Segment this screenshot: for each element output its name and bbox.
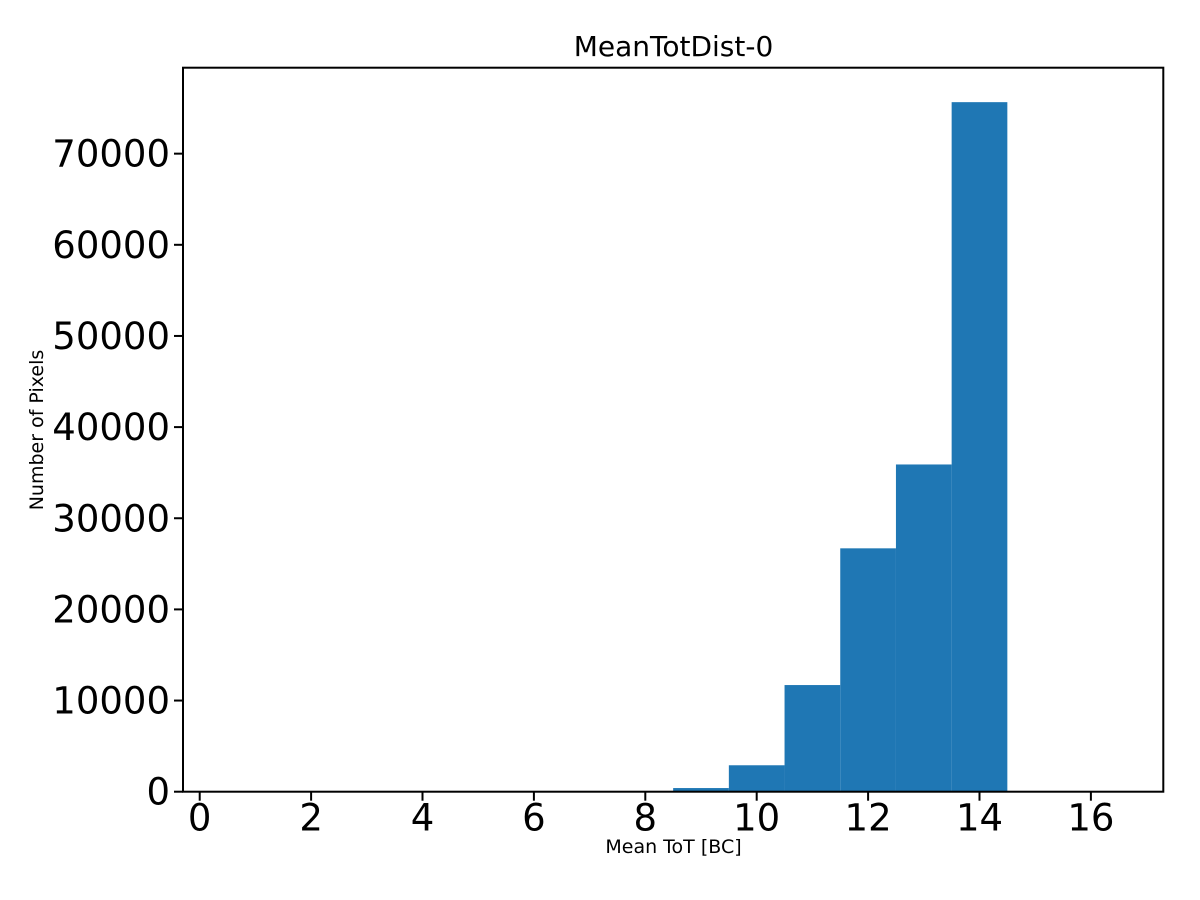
x-tick-label: 14 [956,797,1003,840]
histogram-bar [895,464,952,792]
histogram-bar [840,548,896,792]
x-tick-label: 10 [733,797,780,840]
y-tick-label: 0 [146,771,170,814]
y-tick-label: 20000 [52,588,170,631]
x-tick-label: 6 [522,797,546,840]
x-tick-label: 0 [188,797,212,840]
x-tick-label: 4 [411,797,435,840]
x-tick-label: 2 [299,797,323,840]
y-tick-label: 60000 [52,224,170,267]
y-tick-label: 50000 [52,315,170,358]
x-tick-label: 8 [634,797,658,840]
y-axis-label: Number of Pixels [26,349,48,511]
x-tick-label: 12 [845,797,892,840]
y-tick-label: 10000 [52,680,170,723]
histogram-bar [951,102,1008,792]
histogram-bar [784,685,841,792]
x-axis-label: Mean ToT [BC] [605,836,742,858]
y-tick-label: 70000 [52,133,170,176]
x-tick-label: 16 [1067,797,1114,840]
y-tick-label: 30000 [52,497,170,540]
chart-title: MeanTotDist-0 [573,30,774,63]
axis-spine [182,66,1165,793]
histogram-bar [728,765,785,792]
histogram-bar [673,788,729,792]
y-tick-label: 40000 [52,406,170,449]
